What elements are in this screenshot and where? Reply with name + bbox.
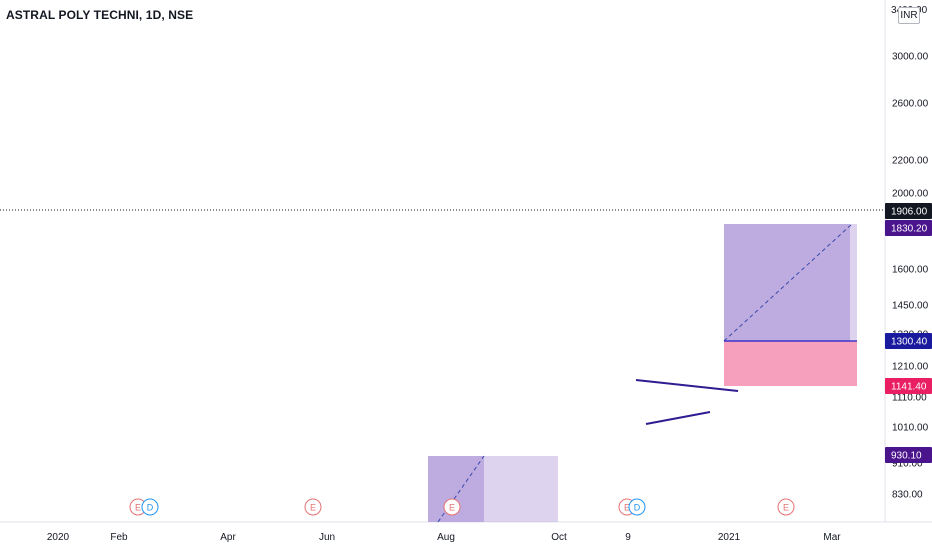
- price-tick-label: 830.00: [892, 490, 923, 501]
- price-tag-bg: [885, 447, 932, 463]
- earnings-marker: [777, 498, 795, 516]
- event-marker-label: E: [624, 503, 630, 513]
- target-box-edge: [850, 224, 857, 341]
- price-tick-label: 2600.00: [892, 99, 929, 110]
- price-tick-label: 910.00: [892, 459, 923, 470]
- time-tick-label: Feb: [110, 532, 128, 543]
- dashed-trendline-2: [723, 223, 853, 342]
- target-box: [724, 224, 850, 341]
- price-tick-label: 1010.00: [892, 423, 929, 434]
- time-tick-label: Apr: [220, 532, 236, 543]
- event-marker-label: E: [310, 503, 316, 513]
- dividend-marker: [628, 498, 646, 516]
- price-tick-label: 1450.00: [892, 301, 929, 312]
- price-tag-label: 930.10: [891, 451, 922, 462]
- triangle-lower-line: [645, 411, 711, 425]
- price-tag-label: 1830.20: [891, 224, 928, 235]
- event-marker-label: E: [449, 503, 455, 513]
- price-tag-bg: [885, 378, 932, 394]
- dividend-marker: [141, 498, 159, 516]
- event-marker-label: E: [783, 503, 789, 513]
- price-tick-label: 2200.00: [892, 156, 929, 167]
- stop-box: [724, 341, 857, 386]
- price-tag-label: 1300.40: [891, 337, 928, 348]
- earnings-marker: [304, 498, 322, 516]
- earnings-marker: [443, 498, 461, 516]
- time-tick-label: Oct: [551, 532, 567, 543]
- time-tick-label: Jun: [319, 532, 335, 543]
- price-tick-label: 3000.00: [892, 52, 929, 63]
- event-marker-label: D: [147, 503, 154, 513]
- price-tag-bg: [885, 203, 932, 219]
- currency-badge[interactable]: INR: [898, 7, 920, 24]
- price-axis: 3400.00830.00910.001010.001110.001210.00…: [885, 5, 932, 501]
- price-tag-label: 1141.40: [891, 382, 927, 393]
- event-marker-label: D: [634, 503, 641, 513]
- time-tick-label: 2021: [718, 532, 741, 543]
- event-marker-label: E: [135, 503, 141, 513]
- price-tick-label: 2000.00: [892, 189, 929, 200]
- triangle-upper-line: [635, 379, 739, 392]
- price-tag-bg: [885, 220, 932, 236]
- price-tag-label: 1906.00: [891, 207, 928, 218]
- time-tick-label: Mar: [823, 532, 841, 543]
- price-tick-label: 1210.00: [892, 362, 929, 373]
- time-tick-label: 2020: [47, 532, 70, 543]
- range-box-light: [484, 456, 558, 522]
- time-tick-label: Aug: [437, 532, 455, 543]
- chart-title: ASTRAL POLY TECHNI, 1D, NSE: [6, 8, 194, 22]
- price-tick-label: 1110.00: [892, 393, 927, 404]
- price-tag-bg: [885, 333, 932, 349]
- price-tick-label: 1600.00: [892, 265, 929, 276]
- time-tick-label: 9: [625, 532, 631, 543]
- time-axis: 2020 Feb Apr Jun Aug Oct 9 2021 Mar: [47, 532, 841, 543]
